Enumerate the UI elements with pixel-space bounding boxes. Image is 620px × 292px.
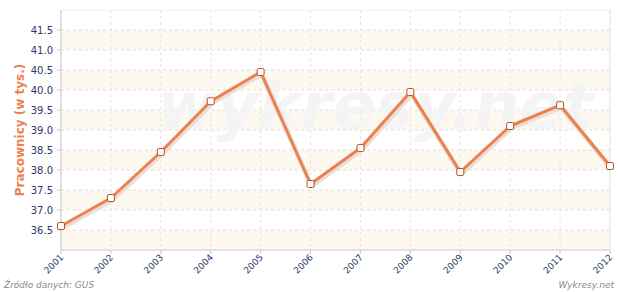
x-tick [560, 250, 561, 254]
y-tick [57, 150, 61, 151]
x-tick-label: 2007 [342, 252, 365, 275]
grid-line [61, 30, 610, 31]
y-tick-label: 39.5 [31, 105, 53, 116]
chart-container: wykresy.net36.537.037.538.038.539.039.54… [0, 0, 620, 292]
grid-band [61, 230, 610, 250]
marker [157, 149, 164, 156]
x-tick [460, 250, 461, 254]
x-tick-label: 2009 [441, 252, 464, 275]
grid-band [61, 30, 610, 50]
y-tick-label: 41.0 [31, 45, 53, 56]
x-tick [610, 250, 611, 254]
x-tick [210, 250, 211, 254]
marker [557, 102, 564, 109]
x-tick [61, 250, 62, 254]
x-tick-label: 2001 [42, 252, 65, 275]
x-tick-label: 2005 [242, 252, 265, 275]
x-tick-label: 2010 [491, 252, 514, 275]
x-tick [410, 250, 411, 254]
x-tick-label: 2006 [292, 252, 315, 275]
grid-line-x [610, 10, 611, 250]
y-axis-title: Pracownicy (w tys.) [13, 64, 27, 197]
grid-line-x [110, 10, 111, 250]
y-tick-label: 40.5 [31, 65, 53, 76]
line [61, 72, 610, 226]
y-tick [57, 90, 61, 91]
plot-background [61, 10, 610, 250]
marker [257, 69, 264, 76]
x-tick [110, 250, 111, 254]
chart: wykresy.net36.537.037.538.038.539.039.54… [0, 0, 620, 292]
y-tick-label: 37.5 [31, 185, 53, 196]
x-tick [360, 250, 361, 254]
y-tick [57, 190, 61, 191]
credit: Wykresy.net [558, 280, 614, 290]
y-tick-label: 39.0 [31, 125, 53, 136]
y-tick-label: 38.5 [31, 145, 53, 156]
x-tick-label: 2011 [541, 252, 564, 275]
grid-line [61, 50, 610, 51]
x-tick [310, 250, 311, 254]
grid-line [61, 190, 610, 191]
y-tick [57, 130, 61, 131]
x-tick-label: 2003 [142, 252, 165, 275]
y-tick-label: 37.0 [31, 205, 53, 216]
y-tick-label: 38.0 [31, 165, 53, 176]
plot-frame [610, 10, 611, 250]
x-tick [510, 250, 511, 254]
y-tick-label: 40.0 [31, 85, 53, 96]
marker [607, 163, 614, 170]
y-tick-label: 36.5 [31, 225, 53, 236]
source: Źródło danych: GUS [3, 279, 94, 290]
grid-line [61, 230, 610, 231]
y-tick [57, 210, 61, 211]
line-shadow [62, 74, 611, 228]
x-tick [260, 250, 261, 254]
marker [307, 181, 314, 188]
marker [507, 123, 514, 130]
series [58, 69, 614, 230]
plot-frame [61, 10, 610, 11]
x-tick-label: 2004 [192, 252, 215, 275]
marker [357, 145, 364, 152]
marker [457, 169, 464, 176]
y-tick [57, 170, 61, 171]
x-tick-label: 2008 [392, 252, 415, 275]
x-axis-line [61, 250, 610, 251]
marker [207, 98, 214, 105]
marker [107, 195, 114, 202]
marker [407, 89, 414, 96]
y-tick [57, 50, 61, 51]
x-tick [160, 250, 161, 254]
y-tick-label: 41.5 [31, 25, 53, 36]
y-tick [57, 70, 61, 71]
y-tick [57, 110, 61, 111]
x-tick-label: 2002 [92, 252, 115, 275]
y-tick [57, 30, 61, 31]
grid-line [61, 150, 610, 151]
grid-band [61, 190, 610, 210]
marker [58, 223, 65, 230]
grid-line [61, 210, 610, 211]
x-tick-label: 2012 [591, 252, 614, 275]
